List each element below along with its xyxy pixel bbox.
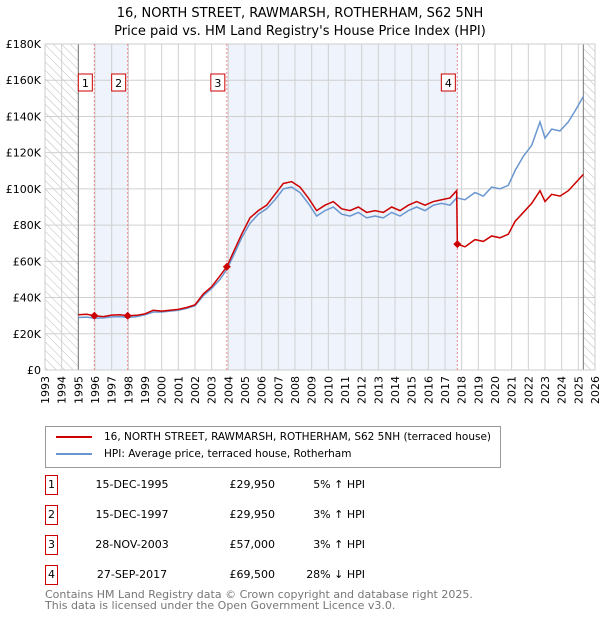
sale-label: 3 xyxy=(214,77,221,90)
x-tick-label: 1997 xyxy=(106,376,119,404)
transaction-hpi-diff: 3% ↑ HPI xyxy=(313,508,365,521)
y-tick-label: £160K xyxy=(6,74,42,87)
x-tick-label: 2024 xyxy=(556,376,569,404)
x-tick-label: 1995 xyxy=(72,376,85,404)
transaction-hpi-diff: 5% ↑ HPI xyxy=(313,478,365,491)
footer-copyright: Contains HM Land Registry data © Crown c… xyxy=(45,588,473,601)
x-tick-label: 2013 xyxy=(372,376,385,404)
x-tick-label: 2025 xyxy=(572,376,585,404)
property-price-line xyxy=(78,173,584,318)
sale-point xyxy=(453,240,462,249)
x-tick-label: 2018 xyxy=(456,376,469,404)
x-tick-label: 2007 xyxy=(272,376,285,404)
x-tick-label: 2021 xyxy=(506,376,519,404)
transaction-date: 15-DEC-1995 xyxy=(95,478,169,491)
footer-licence: This data is licensed under the Open Gov… xyxy=(45,598,396,612)
y-tick-label: £80K xyxy=(13,219,42,232)
footer: Contains HM Land Registry data © Crown c… xyxy=(45,588,473,612)
transaction-price: £57,000 xyxy=(229,538,276,551)
sale-point xyxy=(123,311,132,320)
legend-property-label: 16, NORTH STREET, RAWMARSH, ROTHERHAM, S… xyxy=(104,431,491,443)
x-tick-label: 2026 xyxy=(589,376,600,404)
x-tick-label: 2014 xyxy=(389,376,402,404)
transaction-date: 15-DEC-1997 xyxy=(95,508,169,521)
sale-label: 2 xyxy=(115,77,122,90)
transaction-price: £29,950 xyxy=(229,478,276,491)
x-tick-label: 2002 xyxy=(189,376,202,404)
x-tick-label: 1998 xyxy=(122,376,135,404)
hatched-no-data-region xyxy=(583,44,595,370)
y-tick-label: £20K xyxy=(13,328,42,341)
x-tick-label: 2019 xyxy=(472,376,485,404)
transaction-row: 3 28-NOV-2003 £57,000 3% ↑ HPI xyxy=(45,535,445,555)
x-tick-label: 2005 xyxy=(239,376,252,404)
x-tick-label: 1996 xyxy=(89,376,102,404)
transaction-price: £29,950 xyxy=(229,508,276,521)
y-tick-label: £140K xyxy=(6,110,42,123)
transaction-price: £69,500 xyxy=(229,568,276,581)
transaction-date: 27-SEP-2017 xyxy=(96,568,168,581)
y-tick-label: £60K xyxy=(13,255,42,268)
sale-label-box xyxy=(111,73,127,92)
x-tick-label: 2012 xyxy=(356,376,369,404)
x-tick-label: 2009 xyxy=(306,376,319,404)
legend-hpi-swatch xyxy=(56,453,92,455)
transaction-row: 2 15-DEC-1997 £29,950 3% ↑ HPI xyxy=(45,505,445,525)
y-tick-label: £120K xyxy=(6,147,42,160)
x-tick-label: 2004 xyxy=(222,376,235,404)
sale-label-box xyxy=(77,73,93,92)
x-tick-label: 2016 xyxy=(422,376,435,404)
chart-title: 16, NORTH STREET, RAWMARSH, ROTHERHAM, S… xyxy=(116,6,484,21)
sale-point xyxy=(90,311,99,320)
transaction-marker: 2 xyxy=(45,505,58,525)
shaded-period xyxy=(94,44,128,370)
sale-label-box xyxy=(210,73,226,92)
transaction-row: 1 15-DEC-1995 £29,950 5% ↑ HPI xyxy=(45,475,445,495)
y-tick-label: £180K xyxy=(6,38,42,51)
x-tick-label: 1999 xyxy=(139,376,152,404)
chart-legend: 16, NORTH STREET, RAWMARSH, ROTHERHAM, S… xyxy=(45,426,501,468)
transaction-marker: 1 xyxy=(45,475,58,495)
x-tick-label: 2008 xyxy=(289,376,302,404)
legend-property-swatch xyxy=(56,436,92,438)
y-tick-label: £100K xyxy=(6,183,42,196)
x-tick-label: 2011 xyxy=(339,376,352,404)
legend-hpi-label: HPI: Average price, terraced house, Roth… xyxy=(104,448,352,460)
x-tick-label: 1994 xyxy=(56,376,69,404)
x-tick-label: 2003 xyxy=(206,376,219,404)
x-tick-label: 2017 xyxy=(439,376,452,404)
y-tick-label: £0 xyxy=(27,364,41,377)
x-tick-label: 2010 xyxy=(322,376,335,404)
sale-label: 1 xyxy=(82,77,89,90)
transaction-marker: 3 xyxy=(45,535,58,555)
transaction-row: 4 27-SEP-2017 £69,500 28% ↓ HPI xyxy=(45,565,445,585)
x-tick-label: 2020 xyxy=(489,376,502,404)
transaction-marker: 4 xyxy=(45,565,58,585)
y-tick-label: £40K xyxy=(13,292,42,305)
x-tick-label: 2022 xyxy=(522,376,535,404)
x-tick-label: 1993 xyxy=(39,376,52,404)
plot-frame xyxy=(44,43,596,371)
x-tick-label: 2015 xyxy=(406,376,419,404)
x-tick-label: 2000 xyxy=(156,376,169,404)
sale-point xyxy=(222,262,231,271)
x-tick-label: 2006 xyxy=(256,376,269,404)
transaction-hpi-diff: 3% ↑ HPI xyxy=(313,538,365,551)
x-tick-label: 2001 xyxy=(172,376,185,404)
hpi-line xyxy=(78,96,584,319)
x-tick-label: 2023 xyxy=(539,376,552,404)
chart-subtitle: Price paid vs. HM Land Registry's House … xyxy=(114,24,486,39)
price-chart: 1993 1994 1995 1996 1997 1998 1999 2000 2001 2002… xyxy=(6,38,600,404)
sale-label-box xyxy=(440,73,456,92)
transaction-hpi-diff: 28% ↓ HPI xyxy=(306,568,365,581)
transaction-date: 28-NOV-2003 xyxy=(95,538,169,551)
sale-label: 4 xyxy=(445,77,452,90)
